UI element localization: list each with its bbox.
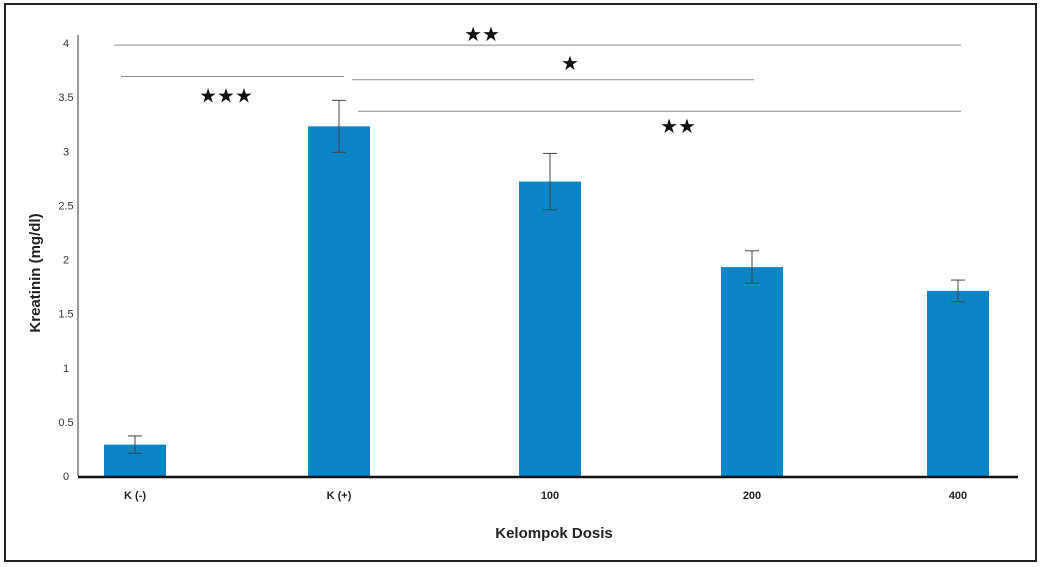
x-tick-label: 200 bbox=[743, 490, 761, 502]
y-tick-label: 3.5 bbox=[58, 92, 73, 104]
x-tick-labels: K (-) K (+) 100 200 400 bbox=[124, 490, 967, 502]
y-axis-title: Kreatinin (mg/dl) bbox=[27, 213, 44, 332]
y-tick-label: 4 bbox=[63, 38, 69, 50]
x-axis-title: Kelompok Dosis bbox=[495, 525, 613, 542]
chart-frame: 0 0.5 1 1.5 2 2.5 3 3.5 4 ★★ ★★★ ★ ★★ K (-) K (+) 100… bbox=[4, 3, 1037, 562]
bar bbox=[927, 290, 989, 476]
bar bbox=[308, 126, 370, 476]
y-tick-labels: 0 0.5 1 1.5 2 2.5 3 3.5 4 bbox=[58, 38, 73, 483]
significance-stars: ★★ bbox=[660, 116, 696, 138]
bar bbox=[721, 267, 783, 476]
significance-stars: ★ bbox=[561, 53, 579, 75]
y-tick-label: 0 bbox=[63, 471, 69, 483]
significance-stars: ★★★ bbox=[199, 86, 253, 108]
y-tick-label: 1.5 bbox=[58, 309, 73, 321]
significance-stars: ★★ bbox=[464, 24, 500, 46]
x-tick-label: K (-) bbox=[124, 490, 146, 502]
y-tick-label: 1 bbox=[63, 363, 69, 375]
error-bars bbox=[128, 99, 965, 454]
y-tick-label: 0.5 bbox=[58, 417, 73, 429]
bar bbox=[519, 181, 581, 476]
y-tick-label: 2.5 bbox=[58, 200, 73, 212]
x-tick-label: K (+) bbox=[327, 490, 352, 502]
bars bbox=[104, 126, 989, 476]
bar-chart: 00.511.522.533.54 ★★★★★★★★ K (-) K (+) 100… bbox=[27, 24, 1018, 542]
significance-brackets: ★★★★★★★★ bbox=[114, 24, 961, 138]
y-tick-label: 2 bbox=[63, 255, 69, 267]
y-tick-label: 3 bbox=[63, 146, 69, 158]
x-tick-label: 400 bbox=[949, 490, 967, 502]
x-tick-label: 100 bbox=[541, 490, 559, 502]
